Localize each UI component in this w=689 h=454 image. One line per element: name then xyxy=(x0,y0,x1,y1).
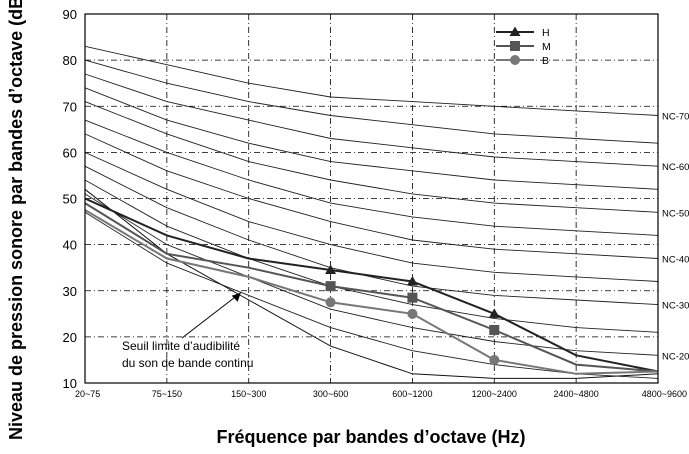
y-tick-label: 30 xyxy=(63,284,77,299)
nc-label: NC-20 xyxy=(662,351,689,362)
series-point-m xyxy=(489,324,500,335)
series-point-h xyxy=(488,308,500,318)
annotation-arrow xyxy=(181,292,242,339)
nc-curve-line xyxy=(84,87,659,190)
nc-curve-line xyxy=(84,101,659,213)
nc-curve-line xyxy=(84,59,659,144)
nc-label: NC-40 xyxy=(662,254,689,265)
series-point-b xyxy=(407,308,418,319)
series-point-h xyxy=(406,276,418,286)
nc-labels: NC-70 NC-60 NC-50 NC-40 NC-30 NC-20 xyxy=(662,111,689,362)
y-tick-label: 20 xyxy=(63,330,77,345)
nc-curve-line xyxy=(84,193,659,356)
series-point-b xyxy=(325,297,336,308)
x-tick-label: 1200~2400 xyxy=(472,389,517,399)
nc-curves xyxy=(84,45,659,379)
nc-curve-line xyxy=(84,133,659,259)
nc-curve-line xyxy=(84,45,659,116)
series-point-h xyxy=(325,264,337,274)
y-tick-label: 90 xyxy=(63,7,77,22)
x-tick-label: 75~150 xyxy=(152,389,182,399)
x-tick-label: 20~75 xyxy=(75,389,100,399)
x-tick-label: 150~300 xyxy=(231,389,266,399)
series-point-m xyxy=(407,292,418,303)
legend-marker-m xyxy=(510,41,520,51)
y-tick-label: 10 xyxy=(63,376,77,391)
nc-label: NC-50 xyxy=(662,208,689,219)
legend-label-m: M xyxy=(542,41,551,53)
y-tick-label: 70 xyxy=(63,99,77,114)
y-tick-label: 40 xyxy=(63,238,77,253)
y-tick-label: 50 xyxy=(63,192,77,207)
nc-curve-line xyxy=(84,165,659,306)
legend-label-b: B xyxy=(542,55,549,67)
data-series xyxy=(84,197,659,375)
nc-curve-line xyxy=(84,179,659,333)
y-axis-title: Niveau de pression sonore par bandes d’o… xyxy=(6,0,26,440)
series-point-m xyxy=(325,281,336,292)
annotation-arrowhead xyxy=(231,292,241,302)
x-tick-label: 2400~4800 xyxy=(553,389,598,399)
legend-marker-h xyxy=(509,26,521,36)
x-tick-labels: 20~75 75~150 150~300 300~600 600~1200 1200~24… xyxy=(75,389,687,399)
x-tick-label: 300~600 xyxy=(313,389,348,399)
annotation: Seuil limite d’audibilité du son de bande… xyxy=(122,292,253,370)
legend-marker-b xyxy=(510,55,520,65)
nc-label: NC-30 xyxy=(662,301,689,312)
series-line-h xyxy=(84,197,659,373)
legend-label-h: H xyxy=(542,27,550,39)
annotation-text: Seuil limite d’audibilité xyxy=(122,339,240,353)
x-axis-title: Fréquence par bandes d’octave (Hz) xyxy=(216,427,525,447)
y-tick-label: 80 xyxy=(63,53,77,68)
nc-curve-line xyxy=(84,73,659,167)
nc-curve-line xyxy=(84,119,659,236)
annotation-text: du son de bande continu xyxy=(122,356,253,370)
legend: HMB xyxy=(496,26,551,67)
series-point-b xyxy=(489,354,500,365)
x-tick-label: 600~1200 xyxy=(392,389,432,399)
nc-curve-line xyxy=(84,151,659,282)
x-tick-label: 4800~9600 xyxy=(642,389,687,399)
nc-label: NC-70 xyxy=(662,111,689,122)
y-tick-labels: 10 20 30 40 50 60 70 80 90 xyxy=(63,7,77,391)
y-tick-label: 60 xyxy=(63,145,77,160)
plot-frame xyxy=(84,13,659,384)
series-line-b xyxy=(84,209,659,375)
nc-label: NC-60 xyxy=(662,162,689,173)
series-line-m xyxy=(84,202,659,373)
grid xyxy=(85,14,658,383)
